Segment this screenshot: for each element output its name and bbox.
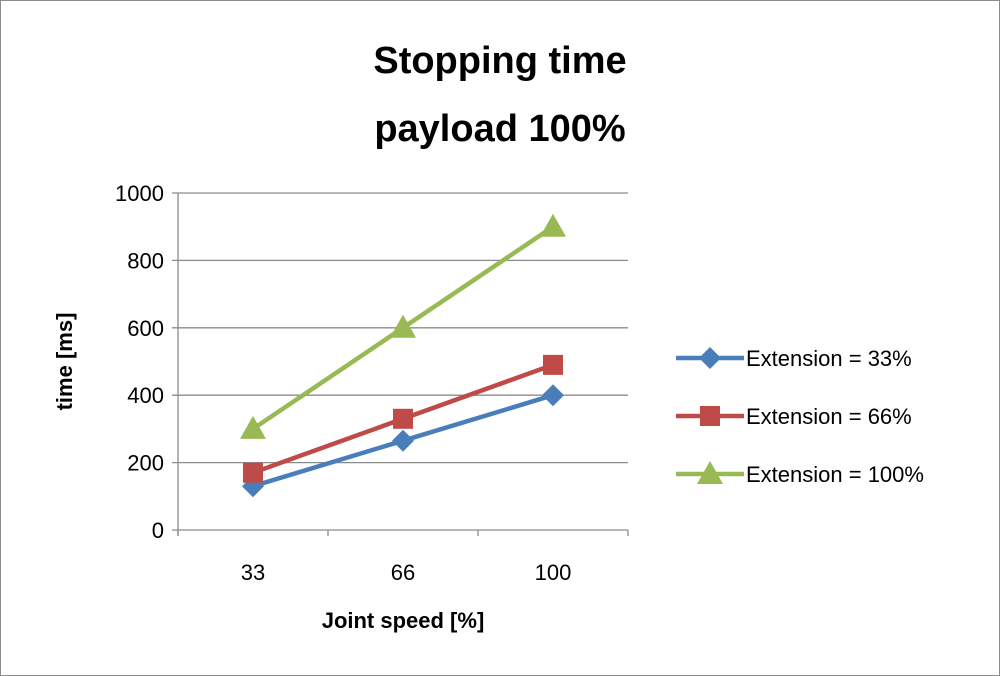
x-tick-label: 66 bbox=[391, 560, 415, 585]
y-tick-label: 1000 bbox=[115, 181, 164, 206]
chart-title-line-1: Stopping time bbox=[373, 40, 627, 82]
y-tick-label: 600 bbox=[127, 316, 164, 341]
legend-marker bbox=[700, 406, 720, 426]
legend-marker bbox=[697, 461, 723, 484]
y-tick-label: 200 bbox=[127, 451, 164, 476]
legend-label: Extension = 100% bbox=[746, 462, 924, 487]
x-axis-title: Joint speed [%] bbox=[322, 608, 485, 633]
chart-title-line-2: payload 100% bbox=[374, 108, 626, 150]
data-point bbox=[390, 314, 416, 338]
y-tick-label: 800 bbox=[127, 248, 164, 273]
data-point bbox=[542, 384, 564, 407]
y-axis-title: time [ms] bbox=[52, 313, 77, 411]
legend-marker bbox=[699, 347, 721, 369]
x-tick-label: 33 bbox=[241, 560, 265, 585]
legend-label: Extension = 33% bbox=[746, 346, 912, 371]
data-point bbox=[240, 415, 266, 439]
data-point bbox=[243, 462, 263, 483]
legend-label: Extension = 66% bbox=[746, 404, 912, 429]
data-point bbox=[540, 213, 566, 237]
data-point bbox=[543, 354, 563, 375]
y-tick-label: 400 bbox=[127, 383, 164, 408]
y-tick-label: 0 bbox=[152, 518, 164, 543]
data-point bbox=[393, 408, 413, 429]
x-tick-label: 100 bbox=[535, 560, 572, 585]
data-point bbox=[392, 429, 414, 452]
